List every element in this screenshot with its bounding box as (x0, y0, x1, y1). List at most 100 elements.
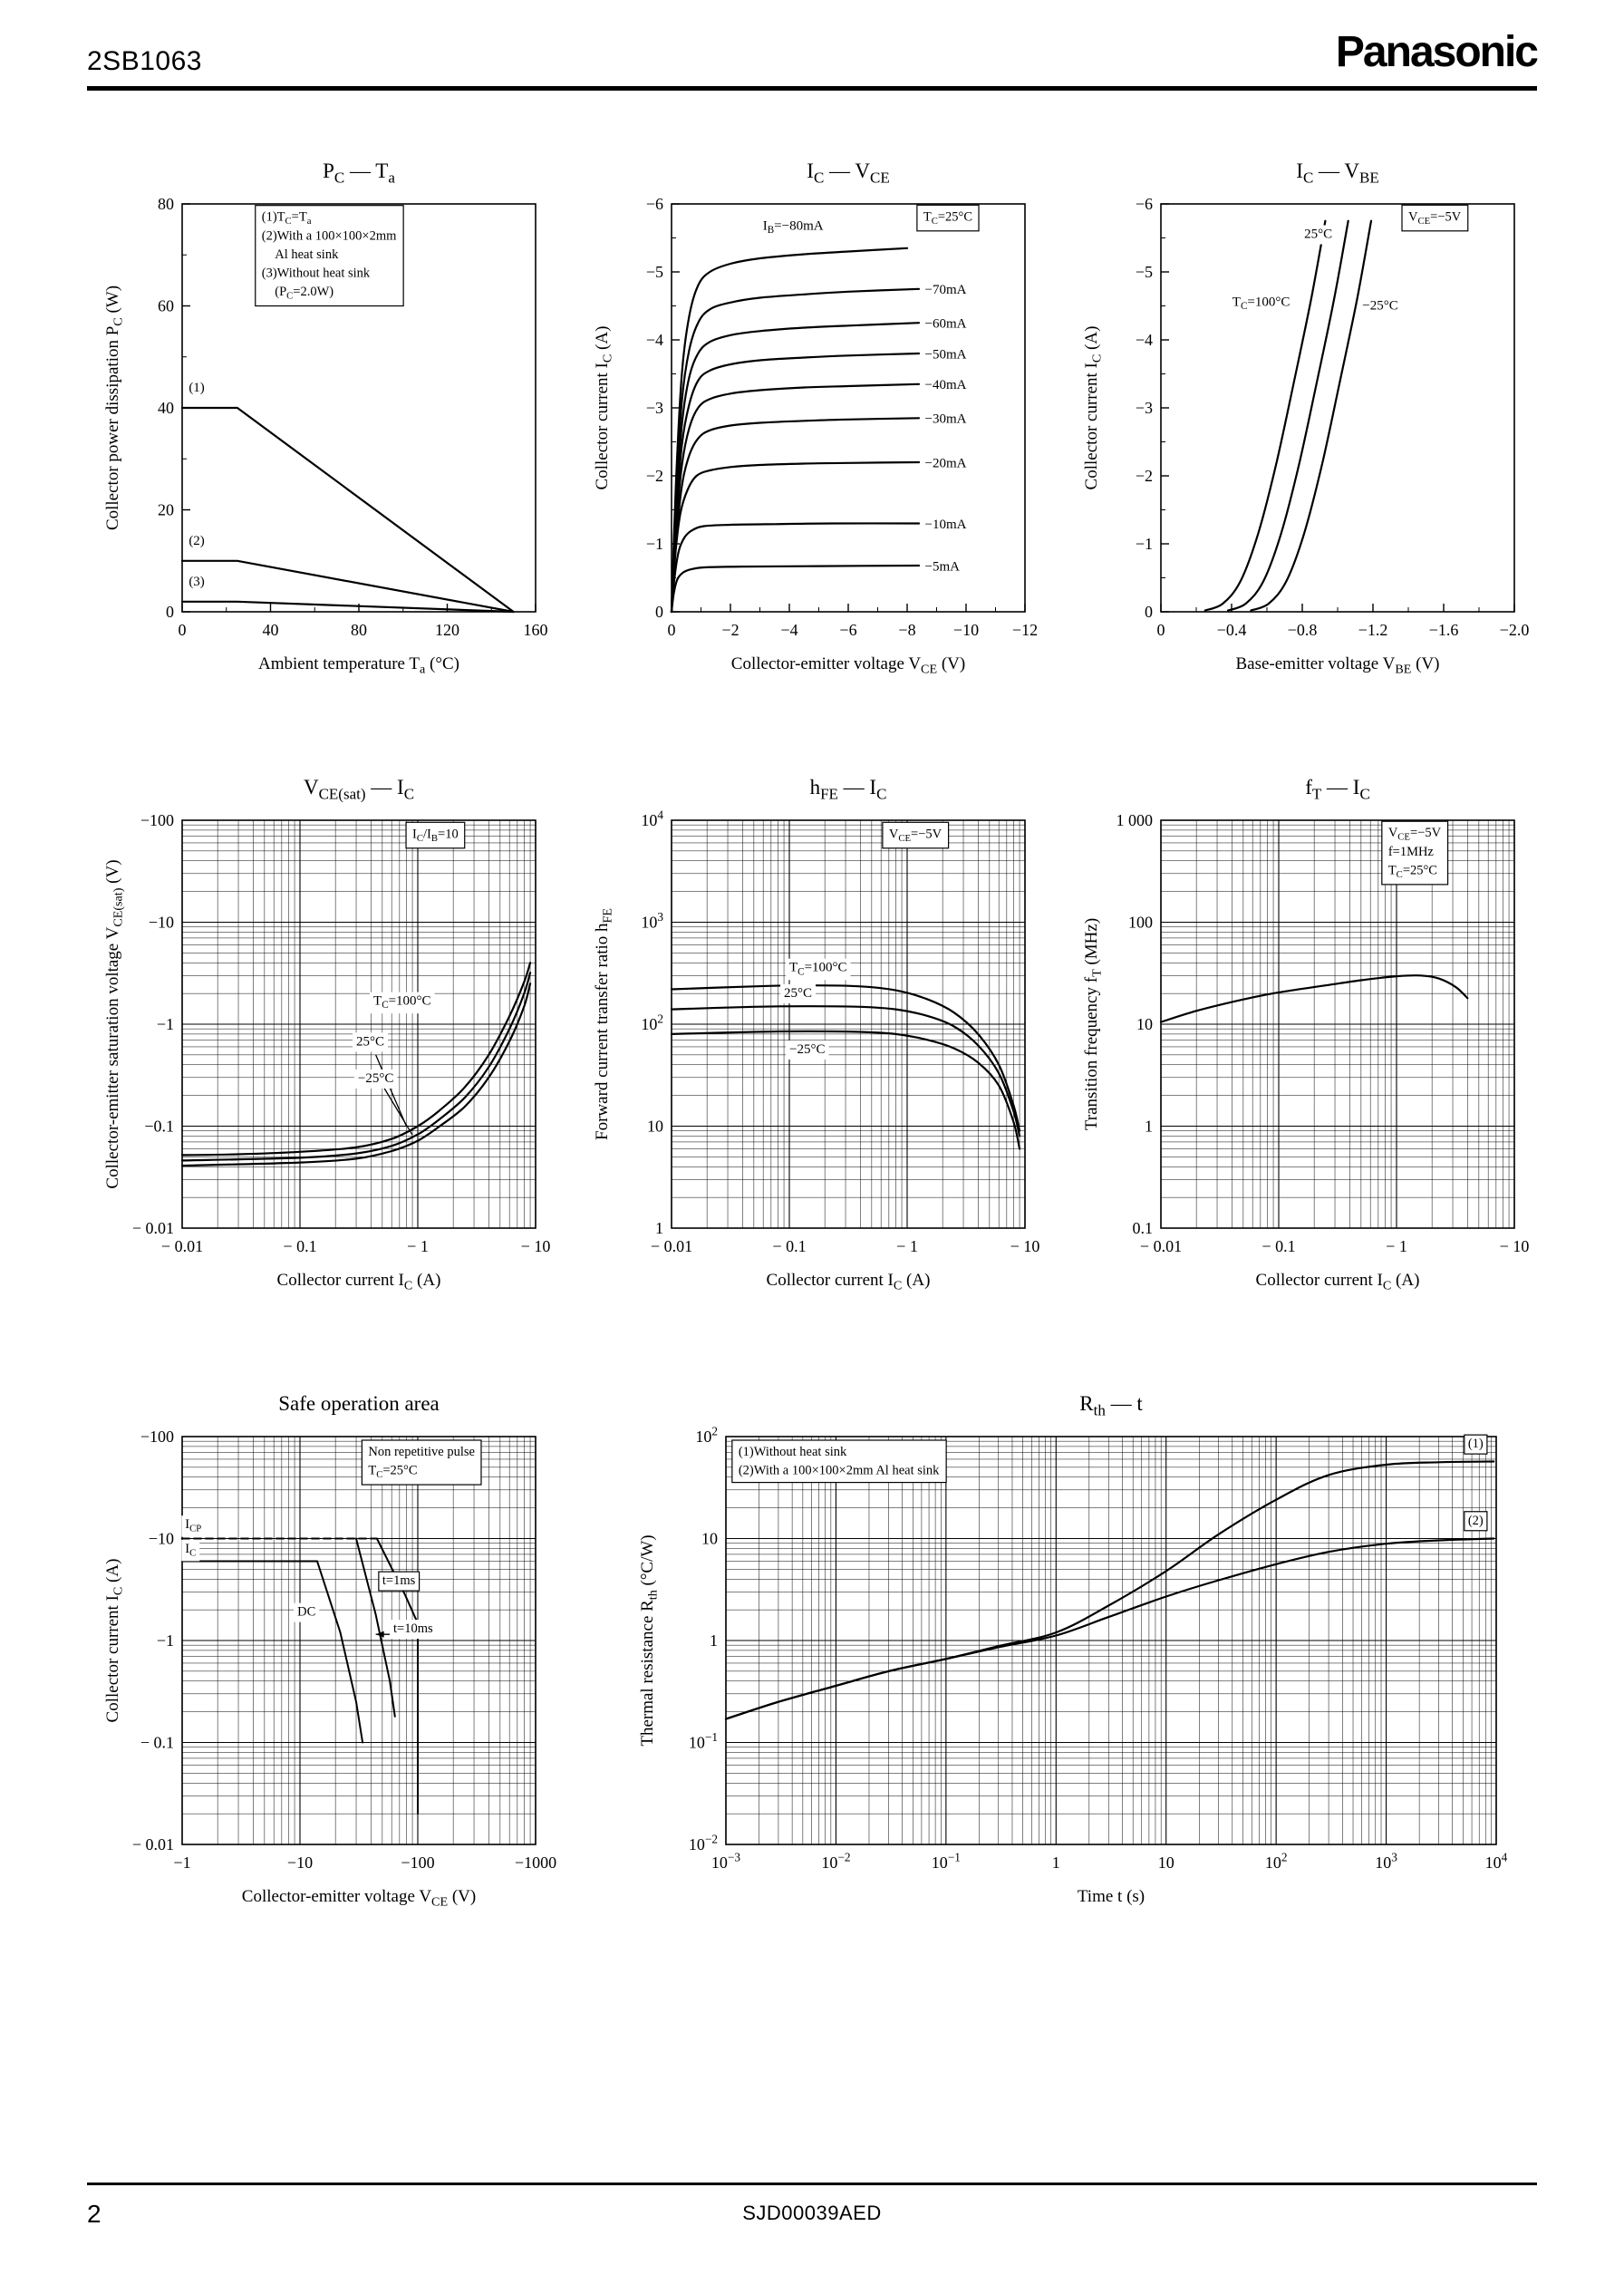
svg-text:103: 103 (1375, 1850, 1397, 1872)
svg-text:−12: −12 (1012, 621, 1038, 639)
chart-row-2: − 0.01 − 0.1 − 1 − 10 −100 −10 −1 −0.1 − 0.01 Col… (87, 752, 1537, 1314)
brand-logo: Panasonic (1335, 28, 1539, 76)
svg-text:80: 80 (158, 195, 174, 213)
svg-text:VCE(sat) — IC: VCE(sat) — IC (304, 776, 414, 803)
svg-text:VCE=−5V: VCE=−5V (1388, 826, 1442, 843)
svg-text:Transition frequency fT (MHz: Transition frequency fT (MHz) (1082, 918, 1105, 1130)
chart-row-3: −1 −10 −100 −1000 −100 −10 −1 − 0.1 − 0.01 Collec… (87, 1369, 1537, 1931)
svg-text:−2: −2 (721, 621, 739, 639)
svg-text:−25°C: −25°C (789, 1042, 825, 1057)
svg-text:0.1: 0.1 (1133, 1219, 1154, 1237)
svg-text:−2: −2 (1136, 467, 1153, 485)
chart-pc-ta: 0 40 80 120 160 0 20 40 60 80 Ambient temperature … (87, 136, 558, 698)
svg-text:Rth — t: Rth — t (1079, 1392, 1143, 1419)
svg-text:−70mA: −70mA (925, 283, 967, 297)
svg-text:10: 10 (647, 1118, 663, 1136)
svg-text:25°C: 25°C (1304, 227, 1332, 242)
svg-text:−3: −3 (646, 399, 663, 417)
page-footer: 2 SJD00039AED (87, 2183, 1537, 2229)
svg-text:TC=25°C: TC=25°C (923, 209, 972, 227)
svg-text:− 0.1: − 0.1 (1262, 1237, 1295, 1255)
svg-text:−1: −1 (646, 535, 663, 553)
svg-text:0: 0 (655, 603, 663, 621)
svg-text:−100: −100 (140, 811, 174, 829)
svg-text:−6: −6 (646, 195, 663, 213)
svg-text:fT — IC: fT — IC (1305, 776, 1370, 803)
svg-text:(1): (1) (1468, 1437, 1484, 1451)
svg-text:(3): (3) (188, 575, 205, 589)
svg-text:102: 102 (695, 1424, 718, 1446)
svg-text:IC — VBE: IC — VBE (1296, 160, 1378, 187)
svg-text:−30mA: −30mA (925, 412, 967, 427)
svg-text:25°C: 25°C (784, 986, 812, 1001)
svg-text:−5: −5 (1136, 263, 1153, 281)
svg-text:25°C: 25°C (356, 1034, 384, 1049)
svg-text:Collector-emitter voltage VCE: Collector-emitter voltage VCE (V) (242, 1887, 476, 1910)
svg-text:10−1: 10−1 (689, 1730, 718, 1752)
svg-text:−25°C: −25°C (1362, 298, 1397, 313)
chart-ft-ic: − 0.01 − 0.1 − 1 − 10 1 000 100 10 1 0.1 Collecto… (1066, 752, 1537, 1314)
svg-text:ICP: ICP (185, 1517, 201, 1534)
svg-text:104: 104 (641, 808, 663, 829)
svg-text:− 1: − 1 (407, 1237, 429, 1255)
svg-text:−8: −8 (898, 621, 915, 639)
svg-text:(2): (2) (1468, 1514, 1484, 1528)
svg-text:10−2: 10−2 (689, 1832, 718, 1854)
svg-text:103: 103 (641, 910, 663, 932)
svg-text:102: 102 (1265, 1850, 1288, 1872)
svg-text:0: 0 (179, 621, 187, 639)
svg-text:PC — Ta: PC — Ta (323, 160, 395, 187)
svg-text:102: 102 (641, 1011, 663, 1033)
svg-text:− 10: − 10 (1010, 1237, 1040, 1255)
svg-text:60: 60 (158, 297, 174, 315)
svg-text:(2)With a 100×100×2mm: (2)With a 100×100×2mm (262, 228, 397, 243)
svg-text:Safe operation area: Safe operation area (278, 1392, 440, 1415)
pc-ta-svg: 0 40 80 120 160 0 20 40 60 80 Ambient temperature … (103, 160, 548, 677)
part-number: 2SB1063 (87, 46, 202, 76)
svg-text:Collector current IC (A): Collector current IC (A) (767, 1271, 931, 1293)
svg-text:−40mA: −40mA (925, 378, 967, 392)
svg-text:0: 0 (668, 621, 676, 639)
svg-text:100: 100 (1128, 914, 1153, 932)
svg-text:−1.6: −1.6 (1429, 621, 1459, 639)
chart-hfe-ic: − 0.01− 0.1− 1− 10 104 103 102 10 1 Collector … (576, 752, 1048, 1314)
svg-text:0: 0 (1145, 603, 1153, 621)
svg-text:10: 10 (1158, 1854, 1174, 1872)
ic-vbe-svg: 0 −0.4 −0.8 −1.2 −1.6 −2.0 0 −1 −2 −3 −4 −5 −6 Base-e… (1082, 160, 1530, 677)
svg-text:t=10ms: t=10ms (393, 1621, 433, 1636)
svg-text:−10: −10 (953, 621, 979, 639)
svg-text:−100: −100 (401, 1854, 434, 1872)
ft-ic-svg: − 0.01 − 0.1 − 1 − 10 1 000 100 10 1 0.1 Collecto… (1082, 776, 1529, 1293)
svg-text:−5mA: −5mA (925, 559, 961, 574)
svg-text:1 000: 1 000 (1116, 811, 1154, 829)
svg-text:−4: −4 (1136, 331, 1153, 349)
svg-text:40: 40 (263, 621, 279, 639)
svg-text:IC — VCE: IC — VCE (807, 160, 889, 187)
svg-text:−10: −10 (149, 914, 174, 932)
svg-text:−0.8: −0.8 (1288, 621, 1318, 639)
svg-text:Collector current IC (A): Collector current IC (A) (1082, 326, 1105, 490)
svg-text:−60mA: −60mA (925, 317, 967, 332)
svg-text:80: 80 (351, 621, 367, 639)
svg-text:10−3: 10−3 (711, 1850, 740, 1872)
svg-text:−20mA: −20mA (925, 456, 967, 470)
svg-text:−2: −2 (646, 467, 663, 485)
svg-text:−4: −4 (780, 621, 798, 639)
svg-text:160: 160 (524, 621, 548, 639)
svg-text:VCE=−5V: VCE=−5V (889, 827, 942, 844)
svg-text:− 0.01: − 0.01 (1140, 1237, 1182, 1255)
svg-text:Time t (s): Time t (s) (1078, 1887, 1145, 1906)
svg-text:20: 20 (158, 501, 174, 519)
hfe-ic-svg: − 0.01− 0.1− 1− 10104103102101Collector … (593, 776, 1040, 1293)
svg-text:40: 40 (158, 399, 174, 417)
svg-text:− 0.01: − 0.01 (161, 1237, 203, 1255)
svg-text:Collector-emitter voltage VCE: Collector-emitter voltage VCE (V) (731, 654, 965, 677)
svg-text:−2.0: −2.0 (1500, 621, 1530, 639)
svg-text:− 0.1: − 0.1 (283, 1237, 316, 1255)
svg-text:TC=100°C: TC=100°C (373, 994, 431, 1011)
svg-text:− 0.01: − 0.01 (651, 1237, 692, 1255)
chart-rth-t: 10−3 10−2 10−1 1 10 102 103 104 102 10 1 10−1 10−2 Ti… (622, 1369, 1537, 1931)
svg-text:(1)TC=Ta: (1)TC=Ta (262, 210, 312, 227)
svg-text:IC/IB=10: IC/IB=10 (412, 827, 459, 844)
